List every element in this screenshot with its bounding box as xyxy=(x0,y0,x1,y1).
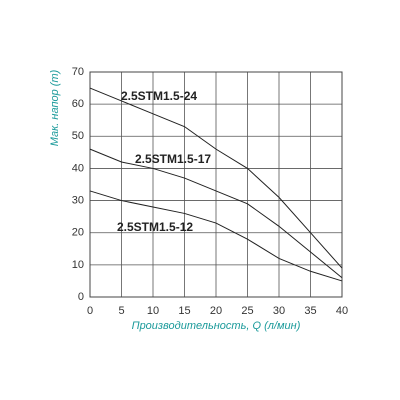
y-tick-label: 20 xyxy=(72,227,84,239)
y-tick-label: 10 xyxy=(72,259,84,271)
x-tick-label: 20 xyxy=(210,305,222,317)
plot-frame xyxy=(89,71,343,298)
curve xyxy=(89,87,343,269)
series-label: 2.5STM1.5-24 xyxy=(121,89,197,103)
series-label: 2.5STM1.5-17 xyxy=(135,152,211,166)
x-tick-label: 10 xyxy=(147,305,159,317)
curve xyxy=(89,190,343,282)
x-tick-label: 30 xyxy=(273,305,285,317)
x-tick-label: 25 xyxy=(241,305,253,317)
y-tick-label: 60 xyxy=(72,98,84,110)
y-tick-label: 40 xyxy=(72,162,84,174)
x-tick-label: 0 xyxy=(87,305,93,317)
x-tick-label: 40 xyxy=(336,305,348,317)
y-axis-title: Мак. напор (m) xyxy=(49,69,61,146)
y-tick-label: 50 xyxy=(72,130,84,142)
curve xyxy=(89,148,343,279)
x-tick-label: 35 xyxy=(304,305,316,317)
x-tick-label: 15 xyxy=(178,305,190,317)
x-axis-title: Производительность, Q (л/мин) xyxy=(132,320,301,332)
y-tick-label: 30 xyxy=(72,194,84,206)
x-tick-label: 5 xyxy=(118,305,124,317)
series-label: 2.5STM1.5-12 xyxy=(117,220,193,234)
y-tick-label: 70 xyxy=(72,66,84,78)
y-tick-label: 0 xyxy=(78,291,84,303)
